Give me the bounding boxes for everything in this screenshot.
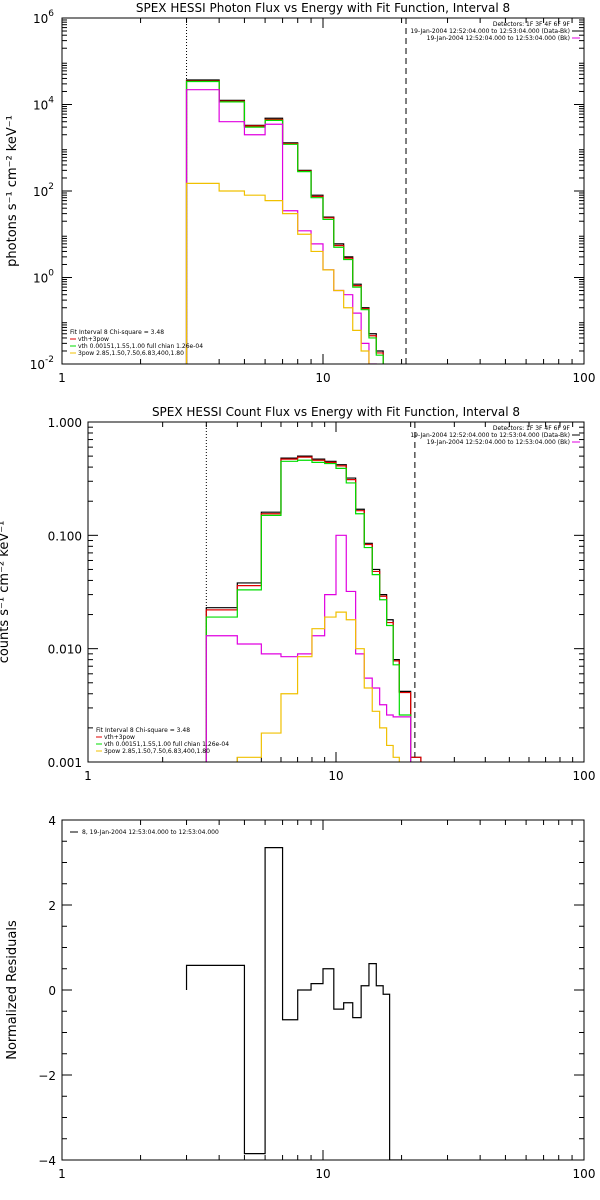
series-line-2 — [205, 456, 422, 762]
plot-frame — [61, 819, 585, 1161]
chart-2: SPEX HESSI Count Flux vs Energy with Fit… — [0, 405, 596, 783]
series-line-3 — [185, 80, 384, 364]
series-group — [205, 455, 422, 762]
x-tick-label: 1 — [58, 371, 66, 385]
legend-text: vth 0.00151,1.55,1.00 full chian 1.26e-0… — [78, 343, 203, 350]
chart-1: SPEX HESSI Photon Flux vs Energy with Fi… — [5, 1, 595, 385]
y-tick-label: 100 — [33, 269, 54, 286]
y-axis-label: photons s⁻¹ cm⁻² keV⁻¹ — [5, 115, 20, 267]
y-tick-label: −2 — [38, 1069, 56, 1083]
series-line-5 — [236, 611, 400, 762]
y-tick-label: −4 — [38, 1154, 56, 1168]
series-line-4 — [185, 89, 377, 364]
y-axis-label: Normalized Residuals — [5, 920, 20, 1060]
series-line-2 — [185, 80, 384, 364]
y-tick-label: 104 — [33, 96, 54, 113]
y-tick-label: 2 — [48, 899, 56, 913]
x-tick-label: 10 — [315, 1167, 330, 1181]
legend-text: vth+3pow — [78, 336, 109, 343]
x-tick-label: 100 — [573, 769, 596, 783]
chart-title: SPEX HESSI Photon Flux vs Energy with Fi… — [136, 1, 510, 15]
chart-title: SPEX HESSI Count Flux vs Energy with Fit… — [152, 405, 520, 419]
series-group — [185, 847, 402, 1160]
header-text: 19-Jan-2004 12:52:04.000 to 12:53:04.000… — [410, 28, 570, 35]
header-text: Detectors: 1F 3F 4F 6F 9F — [493, 21, 571, 28]
legend-text: 3pow 2.85,1.50,7.50,6.83,400,1.80 — [104, 748, 210, 755]
header-text: 19-Jan-2004 12:52:04.000 to 12:53:04.000… — [410, 432, 570, 439]
y-tick-label: 102 — [33, 182, 54, 199]
legend-text: vth+3pow — [104, 734, 135, 741]
y-tick-label: 106 — [33, 9, 54, 26]
y-tick-label: 0 — [48, 984, 56, 998]
plot-frame — [87, 421, 585, 763]
series-line-4 — [205, 534, 412, 762]
header-text: Detectors: 1F 3F 4F 6F 9F — [493, 425, 571, 432]
header-text: 19-Jan-2004 12:52:04.000 to 12:53:04.000… — [427, 439, 570, 446]
legend-text: Fit Interval 8 Chi-square = 3.48 — [96, 727, 190, 734]
y-axis-label: counts s⁻¹ cm⁻² keV⁻¹ — [0, 521, 12, 664]
y-tick-label: 0.010 — [48, 643, 82, 657]
y-tick-label: 0.100 — [48, 529, 82, 543]
x-tick-label: 1 — [84, 769, 92, 783]
x-tick-label: 1 — [58, 1167, 66, 1181]
plot-frame — [61, 17, 585, 365]
series-line-5 — [185, 182, 370, 364]
legend-text: 3pow 2.85,1.50,7.50,6.83,400,1.80 — [78, 350, 184, 357]
header-text: 19-Jan-2004 12:52:04.000 to 12:53:04.000… — [427, 35, 570, 42]
series-line-1 — [185, 79, 384, 364]
legend-text: Fit Interval 8 Chi-square = 3.48 — [70, 329, 164, 336]
legend-text: vth 0.00151,1.55,1.00 full chian 1.26e-0… — [104, 741, 229, 748]
series-group — [185, 79, 384, 364]
x-tick-label: 100 — [573, 371, 596, 385]
legend-text: 8, 19-Jan-2004 12:53:04.000 to 12:53:04.… — [82, 829, 219, 836]
series-line-3 — [205, 459, 412, 762]
y-tick-label: 1.000 — [48, 416, 82, 430]
y-tick-label: 0.001 — [48, 756, 82, 770]
y-tick-label: 4 — [48, 814, 56, 828]
series-line-1 — [185, 847, 402, 1160]
series-line-1 — [205, 455, 422, 762]
x-tick-label: 10 — [315, 371, 330, 385]
x-tick-label: 100 — [573, 1167, 596, 1181]
chart-3: Normalized Residuals 1 10 100 −4 −2 0 2 4 8, 19-J… — [5, 814, 595, 1181]
x-tick-label: 10 — [328, 769, 343, 783]
y-tick-label: 10-2 — [30, 355, 54, 372]
